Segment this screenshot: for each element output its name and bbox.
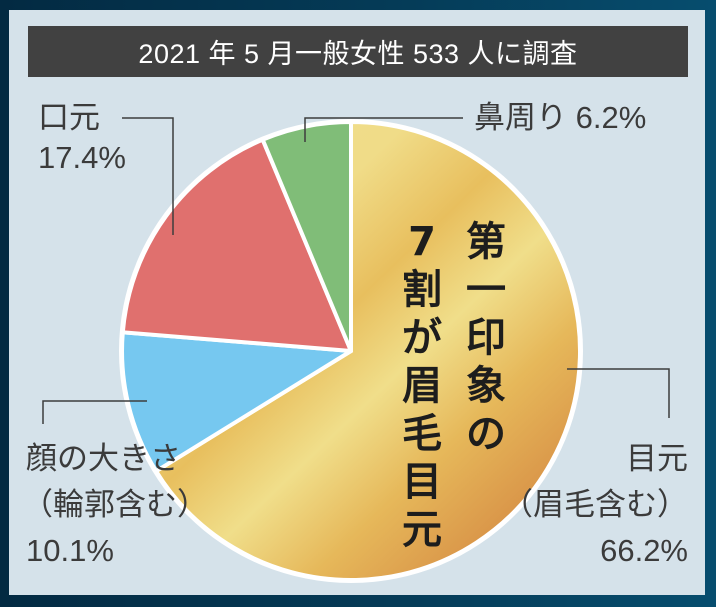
- headline-char: 毛: [402, 411, 442, 457]
- leader-line-eyes: [567, 368, 670, 418]
- headline-char: 割: [402, 267, 442, 313]
- label-eyes: 目元 （眉毛含む） 66.2%: [502, 436, 688, 574]
- headline-char: 元: [402, 507, 442, 553]
- headline-char: の: [466, 411, 506, 457]
- headline-char: 第: [466, 219, 506, 265]
- label-face-value: 10.1%: [26, 533, 114, 568]
- headline-char: 眉: [402, 363, 442, 409]
- leader-line-mouth: [122, 117, 174, 235]
- headline-column-left: 7 割 が 眉 毛 目 元: [400, 218, 444, 554]
- label-eyes-line2: （眉毛含む）: [502, 487, 688, 522]
- label-face-line2: （輪郭含む）: [22, 487, 208, 522]
- headline-char: 印: [466, 315, 506, 361]
- label-nose: 鼻周り 6.2%: [474, 98, 646, 138]
- label-face-line1: 顔の大きさ: [26, 441, 181, 476]
- slice-eyes: [154, 120, 582, 582]
- leader-line-nose: [304, 117, 463, 142]
- leader-line-face: [42, 400, 147, 424]
- headline-char: が: [402, 315, 442, 361]
- label-mouth-value: 17.4%: [38, 140, 126, 175]
- headline-char: 7: [408, 219, 436, 265]
- slice-face: [120, 330, 353, 474]
- slice-nose: [260, 120, 353, 353]
- label-eyes-line1: 目元: [626, 441, 688, 476]
- label-eyes-value: 66.2%: [600, 533, 688, 568]
- headline-char: 一: [466, 267, 506, 313]
- label-mouth: 口元 17.4%: [38, 98, 126, 178]
- label-nose-text: 鼻周り 6.2%: [474, 100, 647, 135]
- label-mouth-name: 口元: [38, 100, 100, 135]
- headline-char: 目: [402, 459, 442, 505]
- headline-column-right: 第 一 印 象 の: [464, 218, 508, 458]
- slice-mouth: [120, 137, 353, 353]
- chart-title: 2021 年 5 月一般女性 533 人に調査: [28, 26, 688, 77]
- label-face: 顔の大きさ （輪郭含む） 10.1%: [22, 436, 208, 574]
- headline-char: 象: [466, 363, 506, 409]
